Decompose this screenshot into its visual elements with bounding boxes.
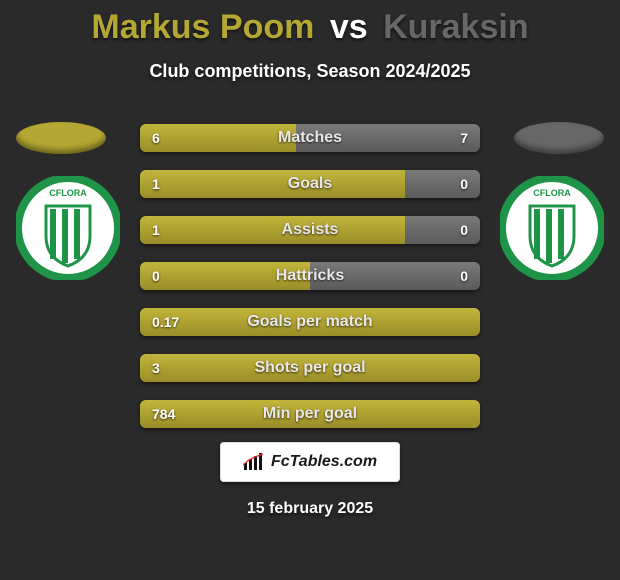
stat-label: Goals per match (140, 308, 480, 336)
stat-label: Hattricks (140, 262, 480, 290)
player2-name: Kuraksin (383, 8, 529, 46)
stat-bar-row: 00Hattricks (140, 262, 480, 290)
stat-label: Assists (140, 216, 480, 244)
stat-bar-row: 10Assists (140, 216, 480, 244)
player1-head-icon (16, 122, 106, 154)
comparison-title: Markus Poom vs Kuraksin (0, 0, 620, 47)
flora-crest-icon: CFLORA (500, 176, 604, 280)
stat-label: Shots per goal (140, 354, 480, 382)
stat-label: Matches (140, 124, 480, 152)
club-badge-right: CFLORA (500, 176, 604, 280)
stats-bar-list: 67Matches 10Goals 10Assists 00Hattricks 0.17… (140, 124, 480, 446)
brand-badge: FcTables.com (220, 442, 400, 482)
stat-label: Goals (140, 170, 480, 198)
stat-bar-row: 10Goals (140, 170, 480, 198)
svg-text:CFLORA: CFLORA (49, 188, 87, 198)
player1-name: Markus Poom (91, 8, 314, 46)
chart-icon (243, 453, 265, 471)
club-badge-left: CFLORA (16, 176, 120, 280)
stat-bar-row: 784Min per goal (140, 400, 480, 428)
brand-label: FcTables.com (271, 453, 377, 471)
stat-bar-row: 3Shots per goal (140, 354, 480, 382)
footer-date: 15 february 2025 (0, 500, 620, 518)
stat-label: Min per goal (140, 400, 480, 428)
stat-bar-row: 0.17Goals per match (140, 308, 480, 336)
vs-label: vs (330, 8, 368, 46)
svg-text:CFLORA: CFLORA (533, 188, 571, 198)
player2-head-icon (514, 122, 604, 154)
subtitle: Club competitions, Season 2024/2025 (0, 61, 620, 82)
stat-bar-row: 67Matches (140, 124, 480, 152)
flora-crest-icon: CFLORA (16, 176, 120, 280)
